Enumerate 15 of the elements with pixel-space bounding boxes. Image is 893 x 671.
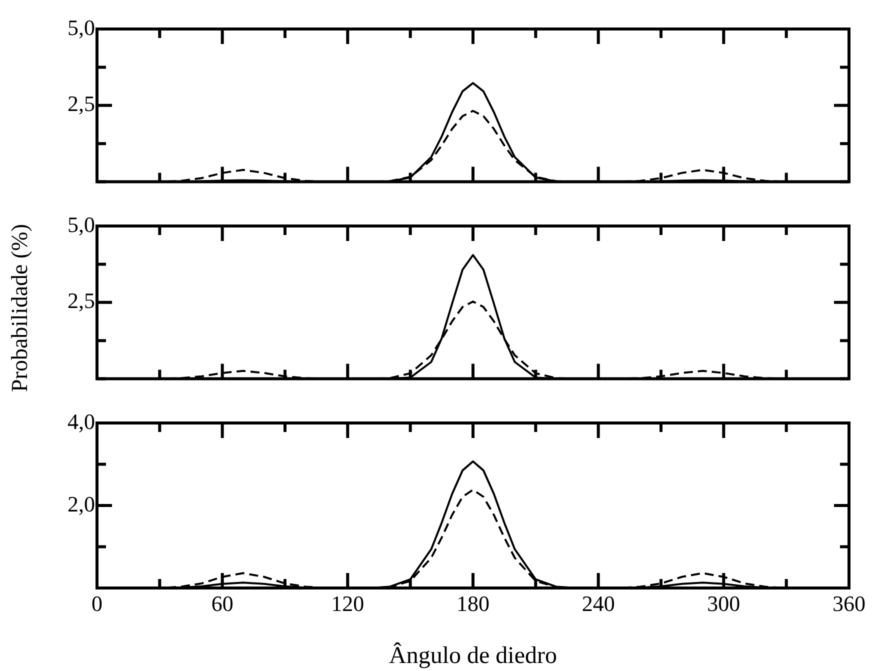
y-tick-label: 5,0 [68, 14, 95, 40]
x-tick-label: 180 [456, 590, 490, 616]
x-tick-label: 240 [582, 590, 615, 616]
x-axis-title: Ângulo de diedro [389, 642, 557, 669]
x-tick-label: 360 [832, 590, 866, 616]
y-tick-label: 2,5 [68, 91, 95, 116]
x-tick-label: 120 [331, 590, 364, 616]
x-tick-label: 0 [92, 590, 102, 616]
y-tick-label: 5,0 [68, 212, 95, 237]
x-tick-label: 60 [211, 590, 234, 616]
y-tick-label: 2,5 [68, 288, 95, 314]
y-axis-title: Probabilidade (%) [7, 224, 33, 392]
y-tick-label: 2,0 [68, 491, 95, 516]
x-tick-label: 300 [707, 590, 740, 616]
y-tick-label: 4,0 [68, 408, 95, 434]
